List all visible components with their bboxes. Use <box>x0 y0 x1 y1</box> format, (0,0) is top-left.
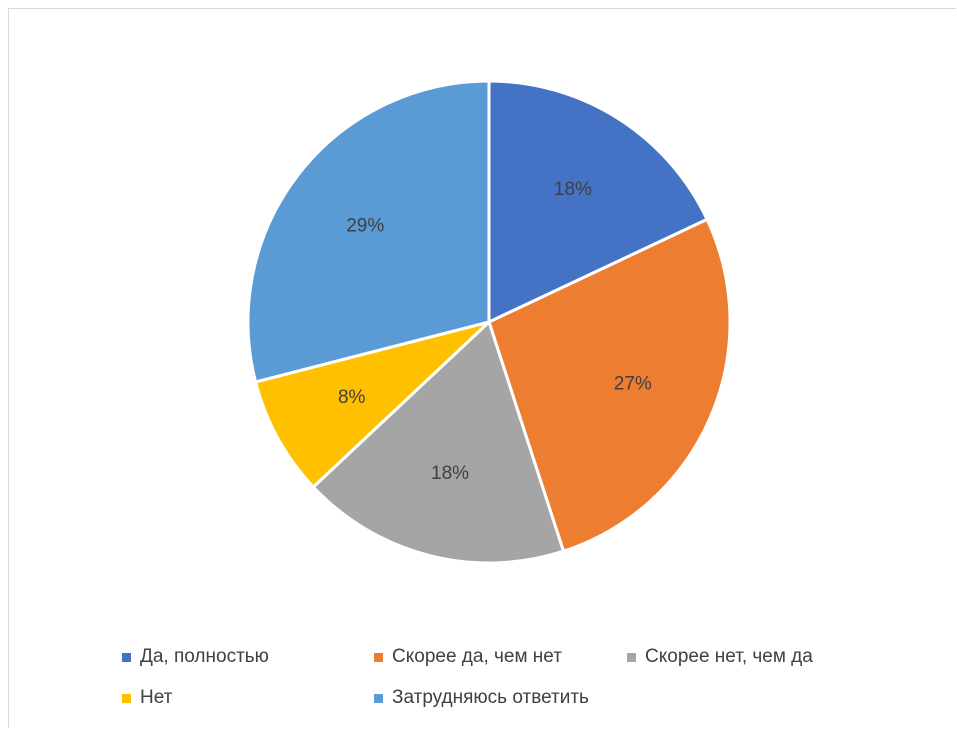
data-label-net: 8% <box>338 387 366 408</box>
pie-slice-skoree-net <box>311 320 565 565</box>
pie-slices <box>246 79 732 565</box>
data-label-skoree-net: 18% <box>431 463 469 484</box>
data-label-zatrudnyayus: 29% <box>346 215 384 236</box>
data-label-da-polnostyu: 18% <box>554 179 592 200</box>
pie-slice-skoree-da <box>487 217 732 553</box>
pie-slice-zatrudnyayus <box>246 79 491 384</box>
pie-slice-net <box>254 320 491 489</box>
data-label-skoree-da: 27% <box>614 374 652 395</box>
pie-data-labels: 18% 27% 18% 8% 29% <box>338 179 652 484</box>
pie-slice-da-polnostyu <box>487 79 709 324</box>
